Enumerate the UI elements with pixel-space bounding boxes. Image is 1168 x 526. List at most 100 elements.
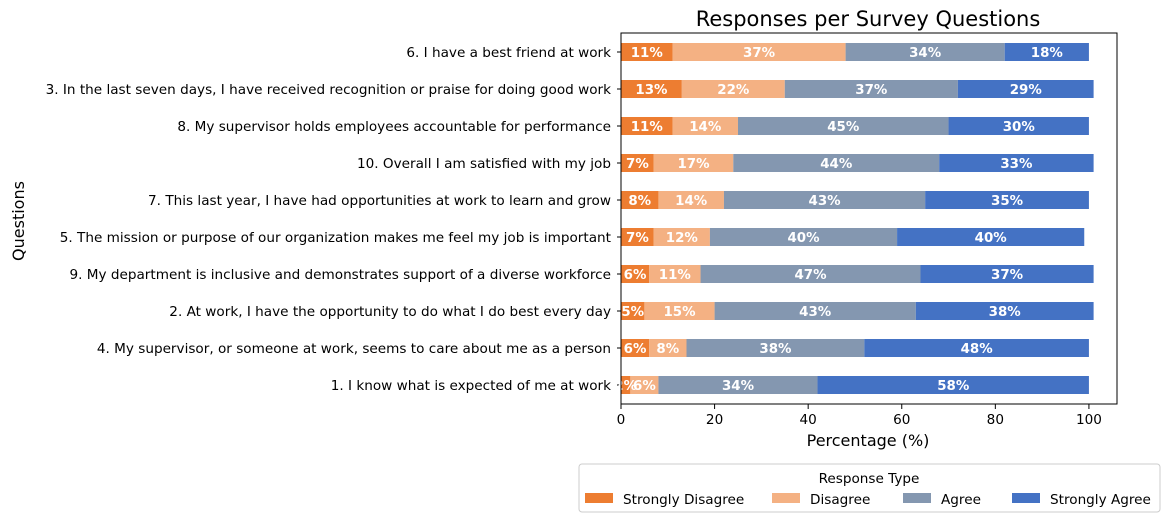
legend-label: Disagree — [810, 492, 870, 508]
x-axis-title: Percentage (%) — [807, 431, 930, 450]
bar-value-label: 13% — [635, 83, 667, 98]
bar-value-label: 33% — [1000, 157, 1032, 172]
legend-swatch — [1012, 493, 1040, 503]
bar-segment — [621, 339, 650, 357]
bar-segment — [630, 376, 659, 394]
question-label: 6. I have a best friend at work — [406, 45, 611, 61]
question-label: 7. This last year, I have had opportunit… — [148, 193, 611, 209]
question-labels: 6. I have a best friend at work 3. In the… — [46, 45, 621, 394]
bar-segment — [621, 80, 682, 98]
legend-label: Strongly Disagree — [623, 492, 744, 508]
bar-value-label: 43% — [799, 305, 831, 320]
legend-label: Strongly Agree — [1050, 492, 1151, 508]
bar-value-label: 15% — [663, 305, 695, 320]
bar-value-label: 47% — [794, 268, 826, 283]
question-label: 9. My department is inclusive and demons… — [69, 267, 611, 283]
bar-value-label: 29% — [1010, 83, 1042, 98]
bar-segment — [658, 376, 818, 394]
bar-segment — [845, 43, 1005, 61]
bar-value-label: 40% — [787, 231, 819, 246]
legend-items: Strongly Disagree Disagree Agree Strongly A… — [585, 492, 1151, 508]
bars-group — [621, 43, 1094, 394]
bar-value-labels: 11% 37% 34% 18% 13% 22% 37% 29% 11% 14% 45% 30% 7% 17… — [614, 46, 1063, 394]
x-tick-label: 100 — [1076, 412, 1102, 428]
bar-value-label: 5% — [621, 305, 644, 320]
bar-segment — [621, 117, 673, 135]
question-label: 5. The mission or purpose of our organiz… — [60, 230, 611, 246]
legend-title: Response Type — [819, 471, 920, 487]
bar-value-label: 6% — [624, 268, 647, 283]
y-axis-title: Questions — [9, 181, 28, 261]
bar-value-label: 8% — [628, 194, 651, 209]
bar-segment — [649, 339, 687, 357]
legend: Response Type Strongly Disagree Disagree A… — [578, 463, 1161, 513]
bar-segment — [644, 302, 715, 320]
bar-value-label: 8% — [656, 342, 679, 357]
bar-value-label: 11% — [631, 120, 663, 135]
bar-value-label: 38% — [759, 342, 791, 357]
bar-segment — [621, 154, 654, 172]
bar-segment — [653, 154, 734, 172]
bar-segment — [653, 228, 710, 246]
bar-segment — [915, 302, 1094, 320]
bar-value-label: 14% — [689, 120, 721, 135]
bar-segment — [1004, 43, 1089, 61]
bar-value-label: 11% — [659, 268, 691, 283]
bar-value-label: 12% — [666, 231, 698, 246]
bar-value-label: 37% — [991, 268, 1023, 283]
bar-segment — [737, 117, 949, 135]
bar-value-label: 48% — [961, 342, 993, 357]
bar-value-label: 37% — [743, 46, 775, 61]
bar-segment — [649, 265, 701, 283]
x-tick-label: 20 — [706, 412, 723, 428]
legend-label: Agree — [941, 492, 981, 508]
bar-segment — [621, 228, 654, 246]
plot-frame — [620, 32, 1118, 405]
bar-segment — [672, 43, 846, 61]
question-label: 3. In the last seven days, I have receiv… — [46, 82, 612, 98]
bar-segment — [621, 265, 650, 283]
bar-value-label: 18% — [1031, 46, 1063, 61]
bar-segment — [621, 376, 631, 394]
bar-value-label: 43% — [809, 194, 841, 209]
bar-value-label: 38% — [989, 305, 1021, 320]
bar-segment — [897, 228, 1085, 246]
bar-segment — [658, 191, 724, 209]
bar-value-label: 34% — [722, 379, 754, 394]
x-tick-label: 60 — [893, 412, 910, 428]
bar-value-label: 34% — [909, 46, 941, 61]
bar-segment — [621, 43, 673, 61]
legend-swatch — [772, 493, 800, 503]
bar-value-label: 58% — [937, 379, 969, 394]
question-label: 2. At work, I have the opportunity to do… — [169, 304, 611, 320]
question-label: 1. I know what is expected of me at work — [331, 378, 611, 394]
question-label: 10. Overall I am satisfied with my job — [357, 156, 611, 172]
chart-title: Responses per Survey Questions — [696, 7, 1041, 31]
x-tick-label: 80 — [987, 412, 1004, 428]
bar-segment — [686, 339, 865, 357]
bar-segment — [784, 80, 958, 98]
bar-segment — [714, 302, 916, 320]
bar-segment — [948, 117, 1089, 135]
bar-segment — [957, 80, 1094, 98]
bar-value-label: 40% — [975, 231, 1007, 246]
bar-segment — [939, 154, 1094, 172]
legend-swatch — [903, 493, 931, 503]
bar-value-label: 11% — [631, 46, 663, 61]
bar-value-label: 30% — [1003, 120, 1035, 135]
bar-value-label: 17% — [677, 157, 709, 172]
x-tick-label: 0 — [617, 412, 626, 428]
bar-segment — [621, 191, 659, 209]
bar-value-label: 7% — [626, 231, 649, 246]
bar-segment — [723, 191, 926, 209]
question-label: 8. My supervisor holds employees account… — [177, 119, 611, 135]
bar-value-label: 6% — [624, 342, 647, 357]
bar-segment — [672, 117, 738, 135]
bar-segment — [925, 191, 1089, 209]
bar-value-label: 44% — [820, 157, 852, 172]
bar-value-label: 22% — [717, 83, 749, 98]
bar-value-label: 35% — [991, 194, 1023, 209]
bar-segment — [864, 339, 1089, 357]
